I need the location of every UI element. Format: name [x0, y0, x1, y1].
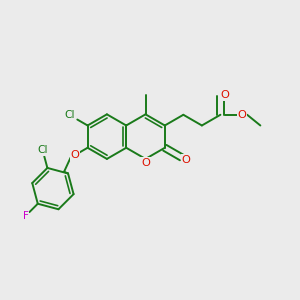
- Text: Cl: Cl: [65, 110, 75, 120]
- Text: Cl: Cl: [38, 145, 48, 155]
- Text: O: O: [71, 150, 80, 160]
- Text: O: O: [182, 155, 190, 165]
- Text: F: F: [22, 211, 28, 221]
- Text: O: O: [237, 110, 246, 120]
- Text: O: O: [220, 91, 229, 100]
- Text: O: O: [141, 158, 150, 168]
